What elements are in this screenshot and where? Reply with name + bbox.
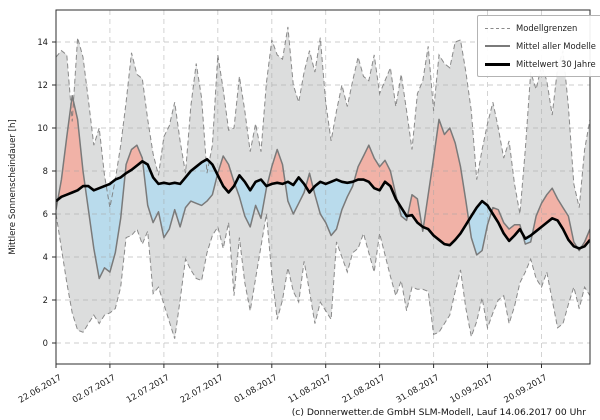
legend-item-mittel-aller-modelle: Mittel aller Modelle xyxy=(485,37,596,55)
y-tick-label: 12 xyxy=(37,80,48,90)
legend-label: Mittel aller Modelle xyxy=(516,41,596,51)
plot-border xyxy=(55,9,591,365)
copyright-text: (c) Donnerwetter.de GmbH SLM-Modell, Lau… xyxy=(291,407,586,418)
legend: Modellgrenzen Mittel aller Modelle Mitte… xyxy=(477,15,600,77)
above-mean-fill xyxy=(125,145,143,174)
y-tick-label: 4 xyxy=(43,252,48,262)
legend-item-mittelwert-30-jahre: Mittelwert 30 Jahre xyxy=(485,55,596,73)
y-tick-label: 10 xyxy=(37,123,48,133)
above-mean-fill xyxy=(354,145,398,202)
above-mean-fill xyxy=(491,207,523,241)
y-tick-label: 8 xyxy=(43,166,48,176)
model-upper-bound-line xyxy=(56,26,590,215)
legend-item-modellgrenzen: Modellgrenzen xyxy=(485,19,596,37)
solid-line-sample-icon xyxy=(485,45,510,47)
below-mean-fill xyxy=(142,159,218,238)
below-mean-fill xyxy=(468,201,492,255)
above-mean-fill xyxy=(57,95,86,200)
y-tick-label: 6 xyxy=(43,209,48,219)
dashed-line-sample-icon xyxy=(485,27,510,29)
below-mean-fill xyxy=(313,179,354,236)
below-mean-fill xyxy=(285,177,306,214)
legend-label: Modellgrenzen xyxy=(516,23,578,33)
below-mean-fill xyxy=(234,175,267,227)
y-tick-label: 0 xyxy=(43,338,48,348)
mean-30-years-line xyxy=(56,157,590,250)
y-tick-label: 2 xyxy=(43,295,48,305)
y-axis-label: Mittlere Sonnenscheindauer [h] xyxy=(8,119,18,255)
tick-marks xyxy=(52,41,542,368)
legend-label: Mittelwert 30 Jahre xyxy=(516,59,596,69)
above-mean-fill xyxy=(407,194,422,227)
thick-line-sample-icon xyxy=(485,62,510,66)
y-tick-labels: 0 2 4 6 8 10 12 14 xyxy=(37,37,48,348)
model-mean-line xyxy=(56,95,590,280)
y-tick-label: 14 xyxy=(37,37,48,47)
chart-lines xyxy=(56,26,590,339)
